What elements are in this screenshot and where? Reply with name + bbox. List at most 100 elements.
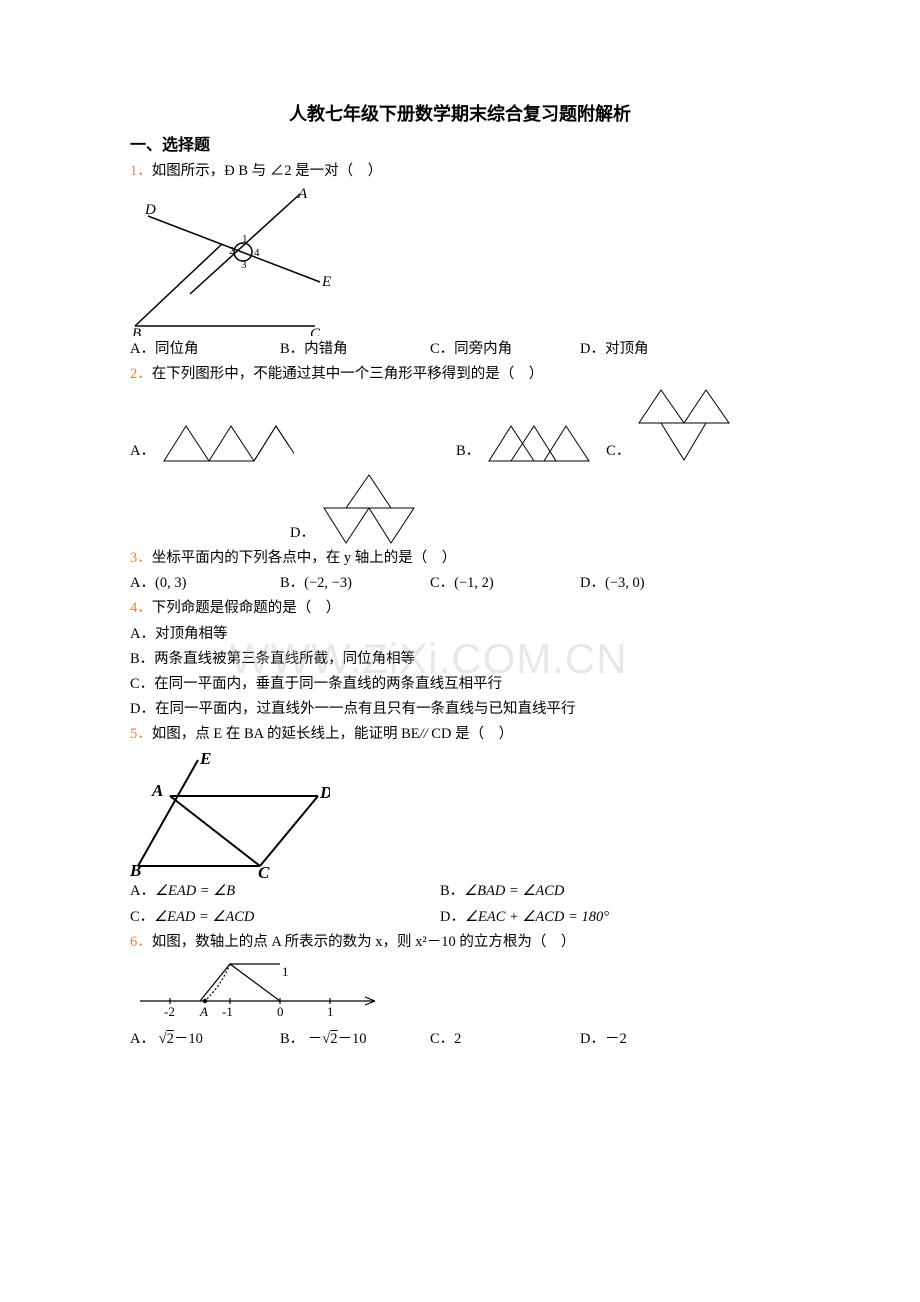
q2-num: 2． (130, 366, 152, 382)
q6B-label: B． (280, 1031, 304, 1047)
q2-text: 在下列图形中，不能通过其中一个三角形平移得到的是（ ） (152, 366, 544, 382)
q6A-ra: √ (159, 1031, 167, 1047)
q1B-text: 内错角 (304, 341, 348, 357)
q5A-text: ∠EAD = ∠B (155, 883, 235, 899)
fig6-p1: 1 (327, 1004, 334, 1019)
q2A-label: A． (130, 440, 155, 463)
fig5-label-B: B (130, 861, 141, 878)
q6C-text: 2 (454, 1031, 461, 1047)
fig5-label-D: D (319, 783, 330, 802)
q6-figure: -2 A -1 0 1 1 (130, 956, 390, 1026)
fig5-label-C: C (258, 863, 270, 878)
q5C-label: C． (130, 909, 154, 925)
page-title: 人教七年级下册数学期末综合复习题附解析 (130, 100, 790, 129)
q6B-ra: －√ (308, 1031, 330, 1047)
q4-stem: 4．下列命题是假命题的是（ ） (130, 597, 790, 620)
fig6-A: A (199, 1004, 208, 1019)
q4-optB: B．两条直线被第三条直线所截，同位角相等 (130, 648, 790, 671)
q1A-label: A． (130, 341, 155, 357)
fig1-label-D: D (144, 202, 156, 218)
fig5-label-A: A (151, 781, 163, 800)
q4-text: 下列命题是假命题的是（ ） (152, 600, 341, 616)
q1-text: 如图所示，Ð B 与 ∠2 是一对（ ） (152, 163, 382, 179)
fig1-label-B: B (132, 326, 141, 336)
q5B-label: B． (440, 883, 464, 899)
q1A-text: 同位角 (155, 341, 199, 357)
q4-optD: D．在同一平面内，过直线外一一点有且只有一条直线与已知直线平行 (130, 698, 790, 721)
q4-num: 4． (130, 600, 152, 616)
q5D-label: D． (440, 909, 465, 925)
q5A-label: A． (130, 883, 155, 899)
q3A-text: (0, 3) (155, 575, 186, 591)
q1B-label: B． (280, 341, 304, 357)
q3-stem: 3．坐标平面内的下列各点中，在 y 轴上的是（ ） (130, 547, 790, 570)
q6-text: 如图，数轴上的点 A 所表示的数为 x，则 x²－10 的立方根为（ ） (152, 934, 576, 950)
q1C-label: C． (430, 341, 454, 357)
fig1-label-E: E (321, 274, 331, 290)
q2B-label: B． (456, 440, 480, 463)
q4-optA: A．对顶角相等 (130, 623, 790, 646)
q2D-label: D． (290, 522, 315, 545)
q6-num: 6． (130, 934, 152, 950)
q2-options-d: D． (130, 473, 790, 545)
q2D-figure (319, 473, 419, 545)
q3B-text: (−2, −3) (304, 575, 352, 591)
fig1-label-C: C (310, 326, 321, 336)
q1-stem: 1．如图所示，Ð B 与 ∠2 是一对（ ） (130, 160, 790, 183)
q6A-label: A． (130, 1031, 155, 1047)
q5-parallel: // (420, 726, 428, 742)
q1D-text: 对顶角 (605, 341, 649, 357)
q6-stem: 6．如图，数轴上的点 A 所表示的数为 x，则 x²－10 的立方根为（ ） (130, 931, 790, 954)
q5D-text: ∠EAC + ∠ACD = 180° (465, 909, 609, 925)
q6D-text: －2 (605, 1031, 627, 1047)
fig6-m2: -2 (164, 1004, 175, 1019)
fig6-one: 1 (282, 964, 289, 979)
q1C-text: 同旁内角 (454, 341, 512, 357)
q3D-label: D． (580, 575, 605, 591)
q1-num: 1． (130, 163, 152, 179)
q3-options: A．(0, 3) B．(−2, −3) C．(−1, 2) D．(−3, 0) (130, 572, 790, 595)
fig1-label-3: 3 (241, 259, 247, 271)
q2B-figure (484, 421, 594, 463)
fig6-m1: -1 (222, 1004, 233, 1019)
q2C-label: C． (606, 440, 630, 463)
q6D-label: D． (580, 1031, 605, 1047)
fig1-label-4: 4 (254, 247, 260, 259)
q2C-figure (634, 388, 734, 463)
fig1-label-A: A (297, 186, 308, 202)
q5B-text: ∠BAD = ∠ACD (464, 883, 564, 899)
q5-options-1: A．∠EAD = ∠B B．∠BAD = ∠ACD (130, 880, 790, 903)
q5-figure: E A D B C (130, 748, 330, 878)
q3C-text: (−1, 2) (454, 575, 494, 591)
q2A-figure (159, 421, 294, 463)
fig6-z: 0 (277, 1004, 284, 1019)
q5-text-a: 如图，点 E 在 BA 的延长线上，能证明 BE (152, 726, 420, 742)
q5-stem: 5．如图，点 E 在 BA 的延长线上，能证明 BE// CD 是（ ） (130, 723, 790, 746)
q5C-text: ∠EAD = ∠ACD (154, 909, 254, 925)
section-heading: 一、选择题 (130, 133, 790, 159)
q1-figure: A D E B C 1 2 3 4 (130, 186, 340, 336)
q1D-label: D． (580, 341, 605, 357)
q3-text: 坐标平面内的下列各点中，在 y 轴上的是（ ） (152, 550, 457, 566)
q1-options: A．同位角 B．内错角 C．同旁内角 D．对顶角 (130, 338, 790, 361)
fig1-label-1: 1 (242, 233, 248, 245)
q6B-rb: 2 (330, 1031, 337, 1047)
q3D-text: (−3, 0) (605, 575, 645, 591)
q5-options-2: C．∠EAD = ∠ACD D．∠EAC + ∠ACD = 180° (130, 906, 790, 929)
q5-num: 5． (130, 726, 152, 742)
q4-optC: C．在同一平面内，垂直于同一条直线的两条直线互相平行 (130, 673, 790, 696)
q6A-rc: －10 (174, 1031, 203, 1047)
q6-options: A． √2－10 B． －√2－10 C．2 D．－2 (130, 1028, 790, 1051)
q3C-label: C． (430, 575, 454, 591)
q2-stem: 2．在下列图形中，不能通过其中一个三角形平移得到的是（ ） (130, 363, 790, 386)
q2-options: A． B． C． (130, 388, 790, 463)
q6B-rc: －10 (338, 1031, 367, 1047)
q3B-label: B． (280, 575, 304, 591)
q6A-rb: 2 (167, 1031, 174, 1047)
fig5-label-E: E (199, 749, 211, 768)
q5-text-b: CD 是（ ） (428, 726, 513, 742)
q3A-label: A． (130, 575, 155, 591)
q6C-label: C． (430, 1031, 454, 1047)
q3-num: 3． (130, 550, 152, 566)
fig1-label-2: 2 (229, 245, 235, 257)
